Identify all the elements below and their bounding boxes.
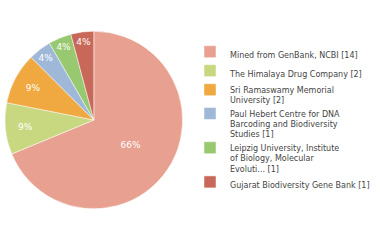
- svg-text:Gujarat Biodiversity Gene Bank: Gujarat Biodiversity Gene Bank [1]: [230, 181, 370, 190]
- svg-text:4%: 4%: [76, 37, 91, 47]
- svg-text:4%: 4%: [56, 42, 71, 52]
- svg-text:4%: 4%: [39, 53, 54, 63]
- svg-text:9%: 9%: [18, 122, 33, 132]
- svg-text:9%: 9%: [26, 83, 41, 93]
- svg-text:The Himalaya Drug Company [2]: The Himalaya Drug Company [2]: [229, 70, 362, 79]
- svg-text:66%: 66%: [120, 140, 140, 150]
- svg-text:Leipzig University, Instituteo: Leipzig University, Instituteof Biology,…: [230, 144, 339, 174]
- svg-text:Paul Hebert Centre for DNABarc: Paul Hebert Centre for DNABarcoding and …: [230, 110, 340, 140]
- svg-text:Sri Ramaswamy MemorialUniversi: Sri Ramaswamy MemorialUniversity [2]: [230, 86, 334, 105]
- svg-text:Mined from GenBank, NCBI [14]: Mined from GenBank, NCBI [14]: [230, 51, 358, 60]
